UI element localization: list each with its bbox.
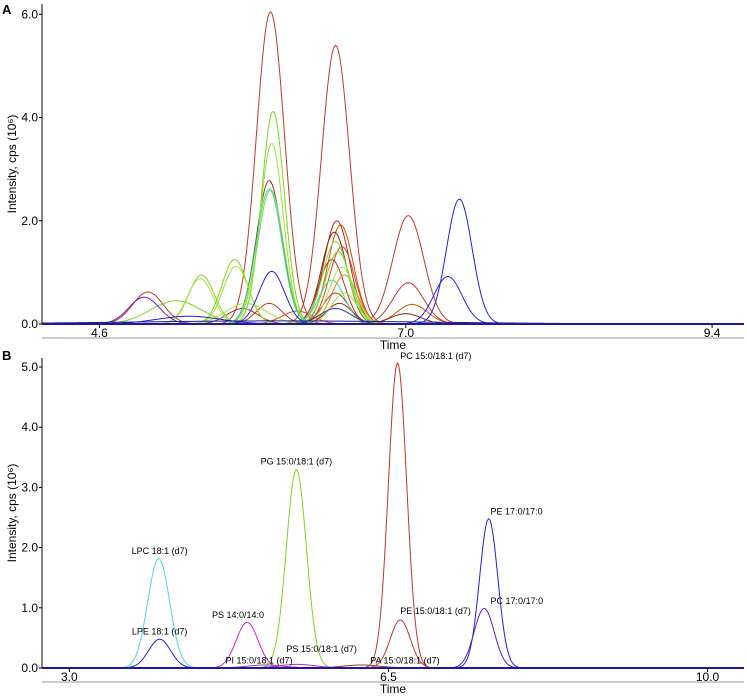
peak-label-b-5: PE 15:0/18:1 (d7) xyxy=(400,606,471,616)
y-tick-label-b-5: 5.0 xyxy=(21,360,38,374)
peak-label-b-7: PC 17:0/17:0 xyxy=(491,596,544,606)
series-line-a-37 xyxy=(42,296,744,325)
y-tick-label-a-0: 0.0 xyxy=(21,317,38,331)
x-tick-label-b-2: 10.0 xyxy=(696,670,720,684)
series-line-a-16 xyxy=(42,291,744,325)
chart-panel-a: 0.0 2.0 4.0 6.0 4.6 7.0 9.4 Time Intensity, cps … xyxy=(5,4,744,352)
series-line-a-6 xyxy=(42,224,744,325)
y-tick-label-a-2: 4.0 xyxy=(21,111,38,125)
y-tick-label-b-3: 3.0 xyxy=(21,480,38,494)
x-axis-label-a: Time xyxy=(380,338,407,352)
x-tick-label-b-0: 3.0 xyxy=(61,670,78,684)
peak-label-b-2: PS 14:0/14:0 xyxy=(212,610,264,620)
panel-label-a: A xyxy=(2,2,12,17)
peak-label-b-9: PI 15:0/18:1 (d7) xyxy=(225,656,292,666)
peak-label-b-0: LPC 18:1 (d7) xyxy=(132,546,188,556)
series-line-a-30 xyxy=(42,279,744,325)
series-line-a-28 xyxy=(42,251,744,325)
series-line-a-3 xyxy=(42,282,744,325)
x-tick-label-a-1: 7.0 xyxy=(397,326,414,340)
peak-label-b-8: PS 15:0/18:1 (d7) xyxy=(286,644,357,654)
y-tick-label-a-3: 6.0 xyxy=(21,7,38,21)
y-tick-label-b-1: 1.0 xyxy=(21,601,38,615)
x-axis-label-b: Time xyxy=(380,682,407,694)
series-line-a-5 xyxy=(42,220,744,325)
series-line-b-6 xyxy=(42,518,744,669)
series-line-a-2 xyxy=(42,215,744,325)
series-line-b-0 xyxy=(42,557,744,669)
y-tick-label-b-2: 2.0 xyxy=(21,541,38,555)
y-tick-label-b-0: 0.0 xyxy=(21,661,38,675)
peak-label-b-6: PE 17:0/17:0 xyxy=(491,506,543,516)
x-tick-label-a-2: 9.4 xyxy=(704,326,721,340)
series-line-a-1 xyxy=(42,44,744,325)
series-line-a-34 xyxy=(42,198,744,325)
peak-label-b-1: LPE 18:1 (d7) xyxy=(132,627,188,637)
x-tick-label-b-1: 6.5 xyxy=(380,670,397,684)
y-axis-label-b: Intensity, cps (10⁶) xyxy=(5,464,19,563)
peak-label-b-3: PG 15:0/18:1 (d7) xyxy=(261,456,333,466)
y-tick-label-b-4: 4.0 xyxy=(21,420,38,434)
chart-panel-b: 0.0 1.0 2.0 3.0 4.0 5.0 3.0 6.5 10.0 Time Intensit… xyxy=(5,351,744,696)
series-line-a-20 xyxy=(42,142,744,325)
series-line-b-3 xyxy=(42,468,744,669)
peak-label-b-10: PA 15:0/18:1 (d7) xyxy=(370,656,439,666)
peak-label-b-4: PC 15:0/18:1 (d7) xyxy=(400,351,471,361)
panel-label-b: B xyxy=(2,348,11,363)
series-line-a-7 xyxy=(42,231,744,325)
x-tick-label-a-0: 4.6 xyxy=(91,326,108,340)
series-line-b-4 xyxy=(42,361,744,669)
series-line-a-0 xyxy=(42,11,744,325)
series-line-a-39 xyxy=(42,315,744,325)
y-axis-label-a: Intensity, cps (10⁶) xyxy=(5,115,19,214)
y-tick-label-a-1: 2.0 xyxy=(21,214,38,228)
series-line-a-4 xyxy=(42,179,744,325)
